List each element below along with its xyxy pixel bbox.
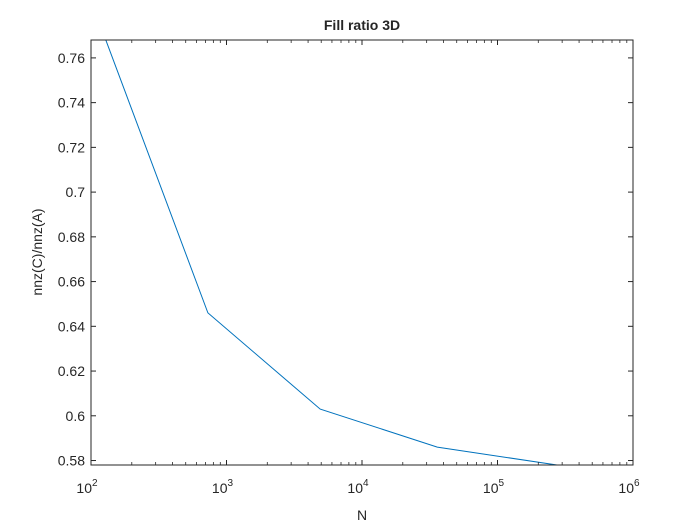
- x-tick-label: 106: [618, 478, 640, 496]
- y-tick-label: 0.64: [58, 318, 85, 334]
- y-tick-label: 0.62: [58, 363, 85, 379]
- y-axis-label: nnz(C)/nnz(A): [29, 208, 45, 295]
- series-line-0: [105, 40, 558, 465]
- plot-area: [90, 39, 634, 466]
- y-tick-label: 0.6: [66, 408, 86, 424]
- tick-labels-layer: 102 103 104 105 106 0.58 0.6 0.62 0.64 0.66 0.68 0.…: [58, 50, 640, 496]
- chart-title: Fill ratio 3D: [324, 17, 400, 33]
- y-tick-label: 0.66: [58, 274, 85, 290]
- y-tick-label: 0.72: [58, 139, 85, 155]
- x-tick-label: 104: [347, 478, 369, 496]
- x-tick-label: 102: [76, 478, 98, 496]
- y-tick-label: 0.76: [58, 50, 85, 66]
- x-axis-label: N: [357, 507, 367, 523]
- axes-box: [90, 39, 634, 466]
- series-layer: [105, 40, 558, 465]
- x-tick-label: 103: [212, 478, 234, 496]
- y-tick-label: 0.68: [58, 229, 85, 245]
- y-tick-label: 0.58: [58, 453, 85, 469]
- x-tick-label: 105: [483, 478, 505, 496]
- y-tick-label: 0.74: [58, 95, 85, 111]
- y-tick-label: 0.7: [66, 184, 86, 200]
